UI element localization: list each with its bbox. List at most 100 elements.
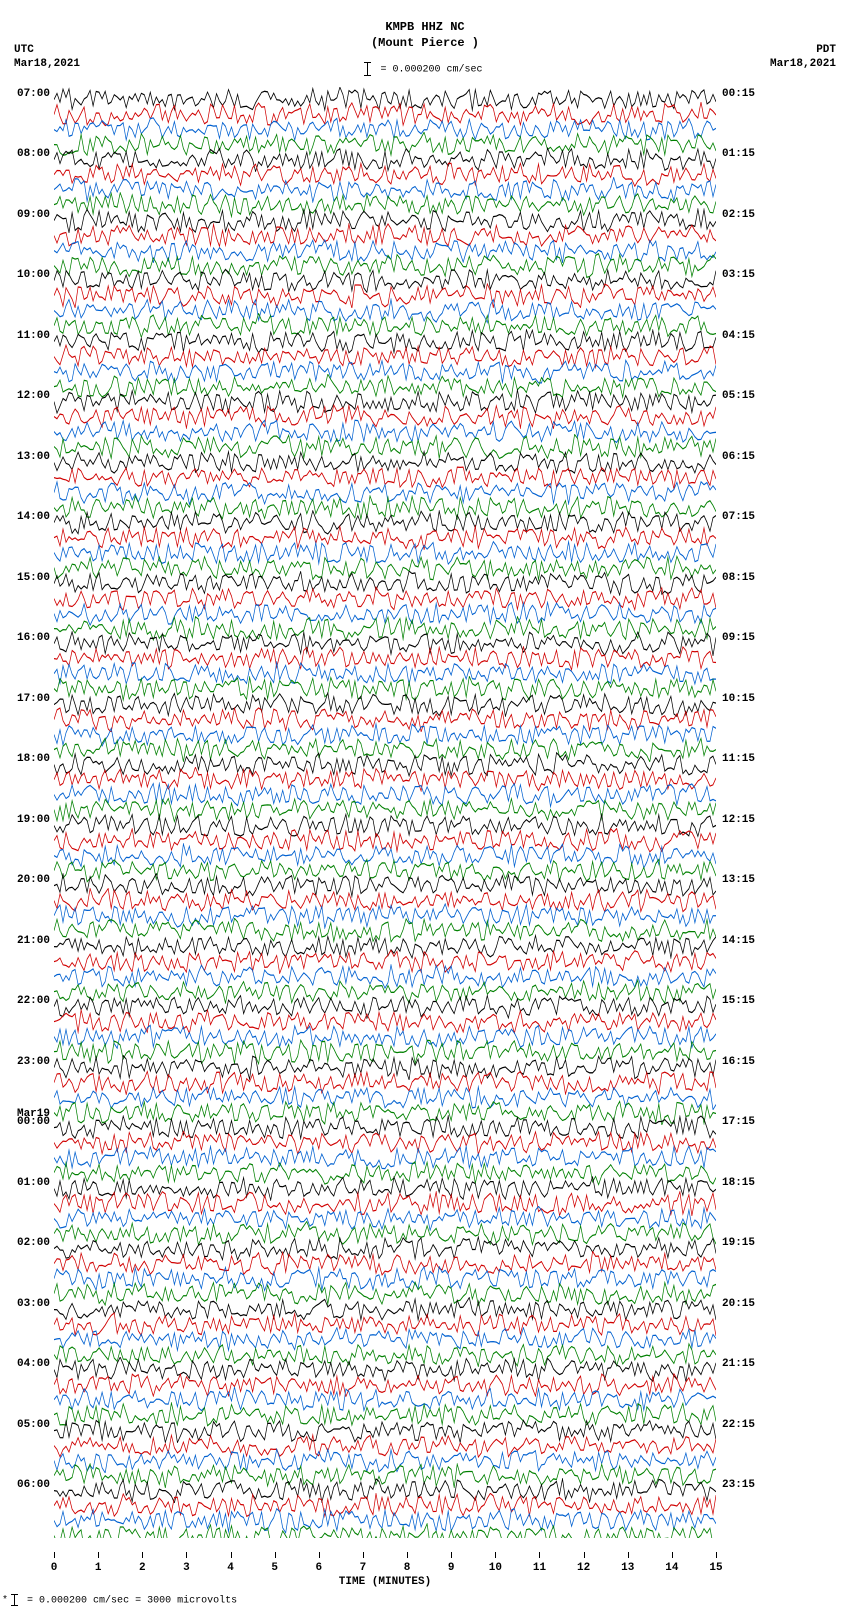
x-tick-label: 3 [183, 1562, 190, 1574]
x-tick [363, 1552, 364, 1558]
x-tick [539, 1552, 540, 1558]
x-tick-label: 4 [227, 1562, 234, 1574]
scale-indicator: = 0.000200 cm/sec [0, 62, 850, 76]
x-tick [716, 1552, 717, 1558]
helicorder-plot [54, 86, 716, 1538]
tz-right-date: Mar18,2021 [770, 58, 836, 72]
footer-star: * [2, 1596, 8, 1607]
y-left-label: 03:00 [2, 1298, 50, 1310]
y-left-label: 17:00 [2, 693, 50, 705]
y-right-label: 09:15 [722, 632, 770, 644]
x-tick-label: 11 [533, 1562, 546, 1574]
y-right-label: 23:15 [722, 1479, 770, 1491]
y-right-label: 18:15 [722, 1177, 770, 1189]
y-left-label: 21:00 [2, 935, 50, 947]
tz-left-date: Mar18,2021 [14, 58, 80, 72]
x-tick [186, 1552, 187, 1558]
x-tick-label: 15 [709, 1562, 722, 1574]
x-tick [628, 1552, 629, 1558]
y-left-label: 15:00 [2, 572, 50, 584]
x-tick-label: 10 [489, 1562, 502, 1574]
scale-text: = 0.000200 cm/sec [380, 65, 482, 76]
x-tick [231, 1552, 232, 1558]
y-right-label: 20:15 [722, 1298, 770, 1310]
scale-bar-icon [14, 1594, 15, 1606]
x-tick-label: 5 [271, 1562, 278, 1574]
y-right-label: 17:15 [722, 1116, 770, 1128]
footer-text: = 0.000200 cm/sec = 3000 microvolts [27, 1596, 237, 1607]
y-right-label: 01:15 [722, 148, 770, 160]
y-left-label: 22:00 [2, 995, 50, 1007]
x-tick [275, 1552, 276, 1558]
y-left-label: 04:00 [2, 1358, 50, 1370]
x-tick-label: 12 [577, 1562, 590, 1574]
y-right-label: 08:15 [722, 572, 770, 584]
x-tick [451, 1552, 452, 1558]
x-tick-label: 2 [139, 1562, 146, 1574]
y-left-label: 13:00 [2, 451, 50, 463]
y-right-label: 12:15 [722, 814, 770, 826]
timezone-left: UTC Mar18,2021 [14, 44, 80, 72]
x-tick-label: 1 [95, 1562, 102, 1574]
x-tick [98, 1552, 99, 1558]
x-tick [672, 1552, 673, 1558]
y-left-label: 02:00 [2, 1237, 50, 1249]
y-left-label: 23:00 [2, 1056, 50, 1068]
footer-scale: * = 0.000200 cm/sec = 3000 microvolts [2, 1594, 237, 1607]
y-left-label: 10:00 [2, 269, 50, 281]
x-tick-label: 0 [51, 1562, 58, 1574]
y-left-label: 14:00 [2, 511, 50, 523]
x-tick-label: 9 [448, 1562, 455, 1574]
x-tick-label: 13 [621, 1562, 634, 1574]
y-left-label: 09:00 [2, 209, 50, 221]
station-location: (Mount Pierce ) [0, 36, 850, 52]
y-right-label: 07:15 [722, 511, 770, 523]
x-tick [584, 1552, 585, 1558]
station-code: KMPB HHZ NC [0, 20, 850, 36]
y-left-label: 16:00 [2, 632, 50, 644]
y-left-label: 01:00 [2, 1177, 50, 1189]
x-tick [54, 1552, 55, 1558]
y-right-label: 22:15 [722, 1419, 770, 1431]
y-left-label: 11:00 [2, 330, 50, 342]
trace-row [54, 1523, 716, 1538]
y-right-label: 13:15 [722, 874, 770, 886]
x-axis: TIME (MINUTES) 0123456789101112131415 [54, 1540, 716, 1580]
x-tick-label: 7 [360, 1562, 367, 1574]
timezone-right: PDT Mar18,2021 [770, 44, 836, 72]
y-right-label: 04:15 [722, 330, 770, 342]
x-tick-label: 8 [404, 1562, 411, 1574]
y-left-label: 12:00 [2, 390, 50, 402]
y-left-label: 05:00 [2, 1419, 50, 1431]
y-right-label: 16:15 [722, 1056, 770, 1068]
y-right-label: 21:15 [722, 1358, 770, 1370]
x-axis-title: TIME (MINUTES) [54, 1576, 716, 1588]
y-right-label: 10:15 [722, 693, 770, 705]
tz-right-code: PDT [770, 44, 836, 58]
y-right-label: 14:15 [722, 935, 770, 947]
y-right-label: 15:15 [722, 995, 770, 1007]
x-tick [495, 1552, 496, 1558]
x-tick [407, 1552, 408, 1558]
x-tick-label: 6 [315, 1562, 322, 1574]
y-left-label: 06:00 [2, 1479, 50, 1491]
y-right-label: 00:15 [722, 88, 770, 100]
x-tick-label: 14 [665, 1562, 678, 1574]
y-left-label: 18:00 [2, 753, 50, 765]
tz-left-code: UTC [14, 44, 80, 58]
y-right-label: 19:15 [722, 1237, 770, 1249]
y-right-label: 06:15 [722, 451, 770, 463]
y-left-label: 08:00 [2, 148, 50, 160]
y-right-label: 03:15 [722, 269, 770, 281]
y-right-label: 02:15 [722, 209, 770, 221]
y-left-label: 07:00 [2, 88, 50, 100]
y-right-label: 05:15 [722, 390, 770, 402]
y-right-label: 11:15 [722, 753, 770, 765]
x-tick [319, 1552, 320, 1558]
y-left-label: 20:00 [2, 874, 50, 886]
scale-bar-icon [367, 62, 368, 76]
y-left-label: 19:00 [2, 814, 50, 826]
y-left-label: 00:00 [2, 1116, 50, 1128]
x-tick [142, 1552, 143, 1558]
header: KMPB HHZ NC (Mount Pierce ) [0, 20, 850, 51]
